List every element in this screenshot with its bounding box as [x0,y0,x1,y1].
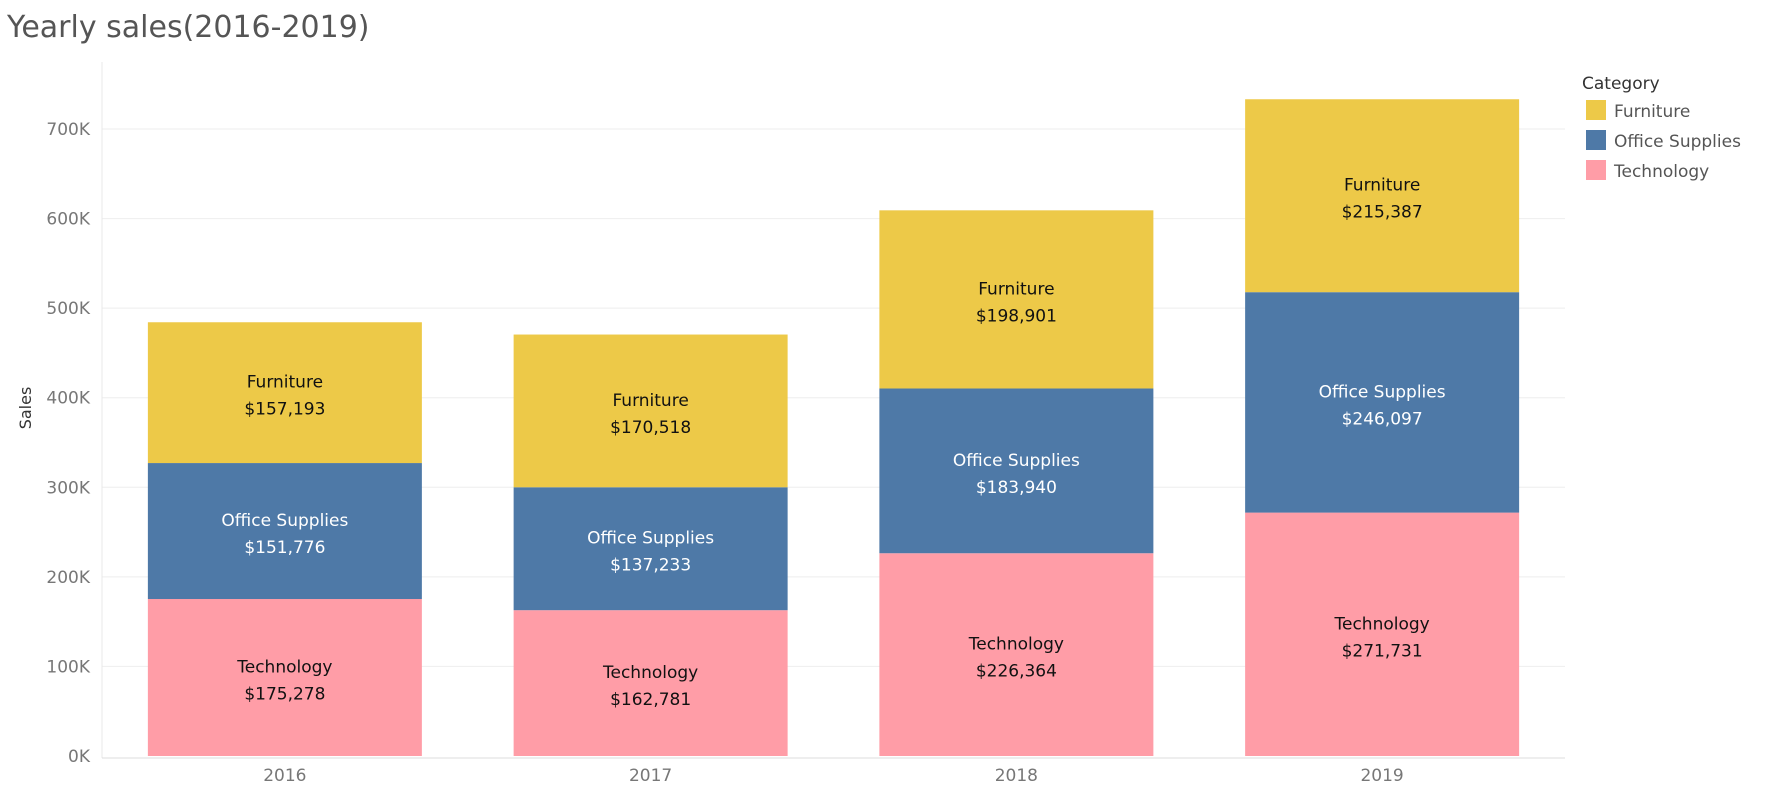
x-tick-label: 2016 [263,766,306,785]
segment-category-label: Furniture [612,391,688,411]
segment-value-label: $198,901 [976,306,1057,326]
segment-category-label: Furniture [978,279,1054,299]
segment-value-label: $226,364 [976,662,1057,682]
segment-value-label: $151,776 [244,538,325,558]
segment-category-label: Furniture [247,373,323,393]
legend: Category Furniture Office Supplies Technolo… [1582,74,1741,182]
bar-segment-furniture[interactable] [1245,99,1520,293]
bar-segment-furniture[interactable] [513,334,788,488]
y-tick-label: 0K [68,747,91,767]
y-tick-label: 100K [46,657,90,677]
y-tick-label: 600K [46,210,90,230]
segment-category-label: Furniture [1344,176,1420,196]
bar-segment-technology[interactable] [1245,512,1520,756]
legend-swatch [1586,100,1606,120]
segment-value-label: $137,233 [610,556,691,576]
bar-segment-office-supplies[interactable] [879,388,1154,554]
y-tick-label: 400K [46,389,90,409]
segment-category-label: Office Supplies [221,511,348,531]
bar-segment-furniture[interactable] [147,322,422,464]
y-tick-label: 700K [46,120,90,140]
segment-category-label: Office Supplies [587,529,714,549]
segment-value-label: $215,387 [1342,203,1423,223]
segment-category-label: Office Supplies [953,451,1080,471]
segment-category-label: Technology [602,663,698,683]
segment-category-label: Technology [1334,614,1430,634]
y-tick-label: 200K [46,568,90,588]
y-tick-label: 500K [46,299,90,319]
segment-category-label: Technology [968,635,1064,655]
segment-value-label: $183,940 [976,478,1057,498]
segment-category-label: Office Supplies [1319,382,1446,402]
bar-segment-office-supplies[interactable] [513,487,788,611]
x-axis: 2016 2017 2018 2019 [102,757,1565,785]
y-tick-label: 300K [46,478,90,498]
legend-item-label[interactable]: Furniture [1614,102,1690,122]
legend-swatch [1586,160,1606,180]
segment-category-label: Technology [236,658,332,678]
x-tick-label: 2017 [629,766,672,785]
bar-segment-office-supplies[interactable] [1245,292,1520,513]
bar-segment-furniture[interactable] [879,210,1154,389]
x-tick-label: 2018 [995,766,1038,785]
chart-title: Yearly sales(2016-2019) [7,10,370,45]
legend-swatch [1586,130,1606,150]
bar-segment-technology[interactable] [879,553,1154,756]
segment-value-label: $170,518 [610,418,691,438]
bar-segment-technology[interactable] [147,599,422,756]
segment-value-label: $157,193 [244,400,325,420]
legend-item-label[interactable]: Office Supplies [1614,132,1741,152]
segment-value-label: $162,781 [610,690,691,710]
segment-value-label: $271,731 [1342,641,1423,661]
legend-item-label[interactable]: Technology [1613,162,1709,182]
x-tick-label: 2019 [1360,766,1403,785]
bar-segment-office-supplies[interactable] [147,463,422,600]
legend-title: Category [1582,74,1660,94]
segment-value-label: $246,097 [1342,409,1423,429]
bars: Technology $175,278 Office Supplies $151,77… [147,99,1520,756]
bar-segment-technology[interactable] [513,610,788,756]
y-axis: 0K 100K 200K 300K 400K 500K 600K 700K Sales [16,62,103,767]
segment-value-label: $175,278 [244,685,325,705]
y-axis-title: Sales [16,387,35,430]
